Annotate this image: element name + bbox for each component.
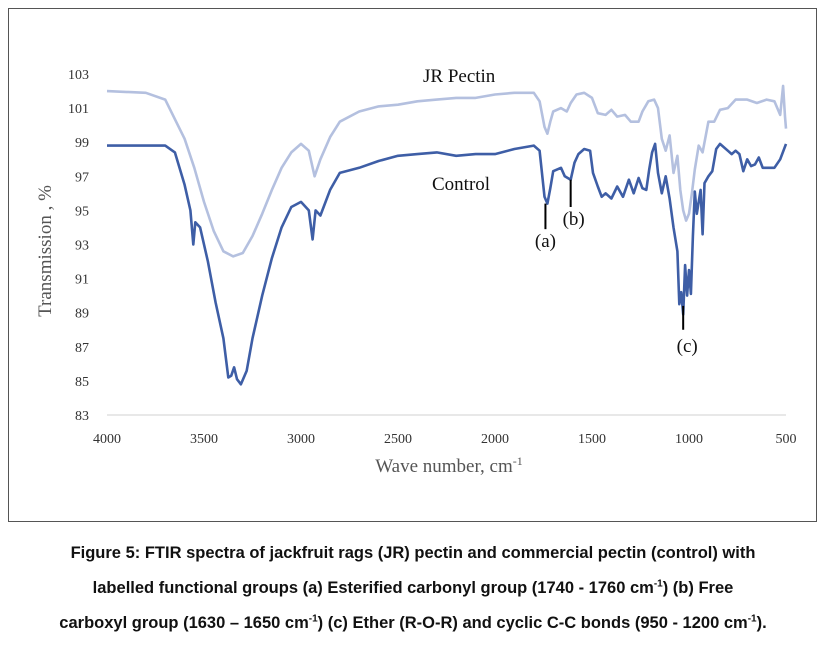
caption-line-1: Figure 5: FTIR spectra of jackfruit rags…	[0, 536, 826, 571]
y-tick-label: 101	[68, 102, 89, 117]
y-tick-label: 87	[75, 341, 89, 356]
y-tick-label: 91	[75, 273, 89, 288]
x-tick-label: 1500	[578, 432, 606, 447]
caption-line-3-sup-2: -1	[747, 613, 757, 625]
series-line-control	[107, 142, 788, 386]
annotation-layer: (a) (b) (c)	[535, 179, 698, 357]
caption-line-1-text: Figure 5: FTIR spectra of jackfruit rags…	[70, 544, 756, 562]
ftir-chart: 83 85 87 89 91 93 95 97 99 101 103 4000 3500 3000 250…	[35, 66, 797, 477]
y-axis-title: Transmission , %	[35, 185, 56, 317]
x-tick-label: 3500	[190, 432, 218, 447]
x-tick-label: 3000	[287, 432, 315, 447]
caption-line-3-a: carboxyl group (1630 – 1650 cm	[59, 614, 309, 632]
series-line-jr-pectin	[106, 84, 788, 258]
y-tick-label: 89	[75, 307, 89, 322]
y-tick-label: 85	[75, 375, 89, 390]
caption-line-3-sup-1: -1	[308, 613, 318, 625]
y-tick-label: 103	[68, 68, 89, 83]
caption-line-2-a: labelled functional groups (a) Esterifie…	[92, 579, 654, 597]
series-label-jr-pectin: JR Pectin	[423, 66, 496, 87]
x-axis-title-text: Wave number, cm	[375, 456, 513, 477]
y-tick-label: 99	[75, 136, 89, 151]
x-tick-label: 1000	[675, 432, 703, 447]
x-tick-label: 4000	[93, 432, 121, 447]
annotation-label-c: (c)	[677, 336, 698, 357]
caption-line-2: labelled functional groups (a) Esterifie…	[0, 571, 826, 606]
x-tick-labels: 4000 3500 3000 2500 2000 1500 1000 500	[93, 432, 797, 447]
y-tick-labels: 83 85 87 89 91 93 95 97 99 101 103	[68, 68, 89, 424]
caption-line-3-b: ) (c) Ether (R-O-R) and cyclic C-C bonds…	[317, 614, 748, 632]
caption-line-2-sup: -1	[653, 578, 663, 590]
y-tick-label: 95	[75, 204, 89, 219]
annotation-label-a: (a)	[535, 231, 556, 252]
x-tick-label: 2000	[481, 432, 509, 447]
annotation-label-b: (b)	[563, 209, 585, 230]
y-tick-label: 93	[75, 239, 89, 254]
series-layer	[106, 84, 788, 386]
x-axis-title-sup: -1	[513, 454, 523, 468]
y-tick-label: 97	[75, 170, 89, 185]
caption-line-3: carboxyl group (1630 – 1650 cm-1) (c) Et…	[0, 606, 826, 641]
series-label-control: Control	[432, 174, 490, 195]
caption-line-2-b: ) (b) Free	[662, 579, 734, 597]
caption-line-3-c: ).	[756, 614, 767, 632]
y-tick-label: 83	[75, 409, 89, 424]
x-tick-label: 500	[776, 432, 797, 447]
chart-frame: 83 85 87 89 91 93 95 97 99 101 103 4000 3500 3000 250…	[8, 8, 817, 522]
x-axis-title: Wave number, cm-1	[375, 454, 523, 477]
x-tick-label: 2500	[384, 432, 412, 447]
figure-caption: Figure 5: FTIR spectra of jackfruit rags…	[0, 536, 826, 641]
